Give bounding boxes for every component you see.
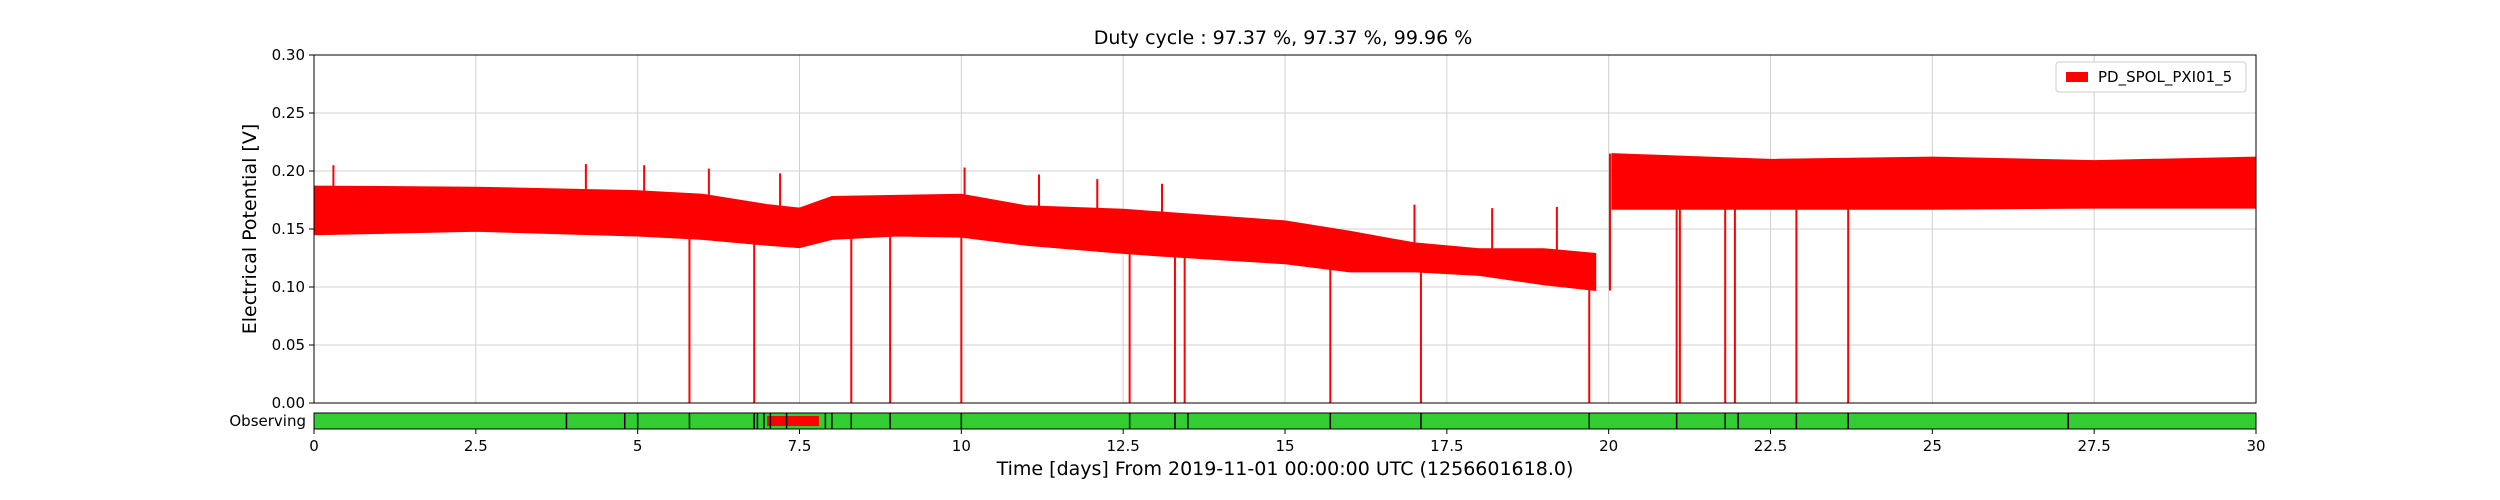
state-bar-observing [314, 413, 2256, 429]
x-tick-label: 17.5 [1430, 437, 1463, 455]
x-tick-label: 0 [309, 437, 319, 455]
x-tick-label: 5 [633, 437, 643, 455]
y-tick-label: 0.30 [272, 46, 305, 64]
y-axis-label: Electrical Potential [V] [239, 124, 261, 334]
x-tick-label: 7.5 [788, 437, 812, 455]
y-axis-ticks: 0.00 0.05 0.10 0.15 0.20 0.25 0.30 [272, 46, 314, 412]
x-axis-label: Time [days] From 2019-11-01 00:00:00 UTC… [996, 458, 1574, 480]
y-tick-label: 0.25 [272, 104, 305, 122]
x-tick-label: 12.5 [1106, 437, 1139, 455]
y-tick-label: 0.10 [272, 278, 305, 296]
x-tick-label: 27.5 [2077, 437, 2110, 455]
x-tick-label: 2.5 [464, 437, 488, 455]
state-bar-axes: Observing 0 2.5 5 7.5 10 12.5 15 17.5 20 22.5 25 27… [229, 412, 2265, 455]
x-axis-ticks: 0 2.5 5 7.5 10 12.5 15 17.5 20 22.5 25 27.5 30 [309, 429, 2266, 455]
state-bar-segment-marks [565, 413, 2070, 429]
state-bar-off-interval [767, 416, 819, 426]
y-tick-label: 0.00 [272, 394, 305, 412]
main-axes: 0.00 0.05 0.10 0.15 0.20 0.25 0.30 [272, 46, 2257, 412]
x-tick-label: 15 [1275, 437, 1294, 455]
y-tick-label: 0.05 [272, 336, 305, 354]
x-tick-label: 25 [1923, 437, 1942, 455]
main-plot-area [313, 153, 2257, 403]
legend: PD_SPOL_PXI01_5 [2055, 61, 2247, 93]
legend-label: PD_SPOL_PXI01_5 [2098, 68, 2232, 87]
x-tick-label: 30 [2246, 437, 2265, 455]
legend-frame [2055, 61, 2247, 93]
series-envelope-after-step [1611, 153, 2257, 210]
y-tick-label: 0.20 [272, 162, 305, 180]
y-tick-label: 0.15 [272, 220, 305, 238]
state-bar-label: Observing [229, 412, 306, 430]
x-tick-label: 20 [1599, 437, 1618, 455]
x-tick-label: 10 [952, 437, 971, 455]
x-tick-label: 22.5 [1754, 437, 1787, 455]
chart-title: Duty cycle : 97.37 %, 97.37 %, 99.96 % [1094, 27, 1473, 49]
series-envelope-before-step [313, 185, 1597, 292]
state-bar-off-intervals [767, 416, 819, 426]
legend-swatch [2066, 72, 2088, 82]
